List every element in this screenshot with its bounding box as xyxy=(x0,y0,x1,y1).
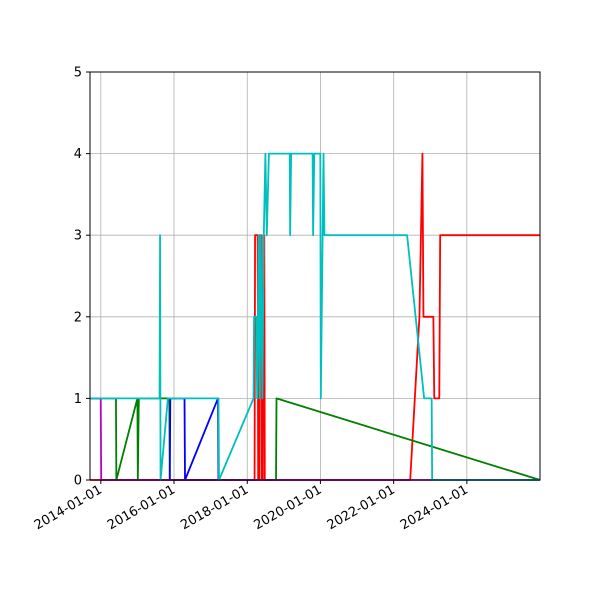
x-tick-label: 2016-01-01 xyxy=(105,482,178,533)
axes-frame xyxy=(89,71,541,481)
x-tick-label: 2024-01-01 xyxy=(398,482,471,533)
y-tick-label: 3 xyxy=(74,229,82,244)
y-tick-label: 4 xyxy=(74,147,82,162)
y-tick-label: 1 xyxy=(74,392,82,407)
series-lines xyxy=(90,152,540,481)
x-tick-label: 2014-01-01 xyxy=(32,482,105,533)
grid xyxy=(90,71,540,481)
ticks: 0 1 2 3 4 5 2014-01-01 2016-01-01 2018-01-01 2020… xyxy=(32,66,471,534)
x-tick-label: 2022-01-01 xyxy=(325,482,398,533)
series-line-4 xyxy=(90,152,540,481)
y-tick-label: 0 xyxy=(74,474,82,489)
y-tick-label: 5 xyxy=(74,66,82,81)
x-tick-label: 2018-01-01 xyxy=(178,482,251,533)
y-tick-label: 2 xyxy=(74,310,82,325)
series-line-2 xyxy=(168,397,220,481)
series-line-1 xyxy=(90,397,540,481)
x-tick-label: 2020-01-01 xyxy=(251,482,324,533)
